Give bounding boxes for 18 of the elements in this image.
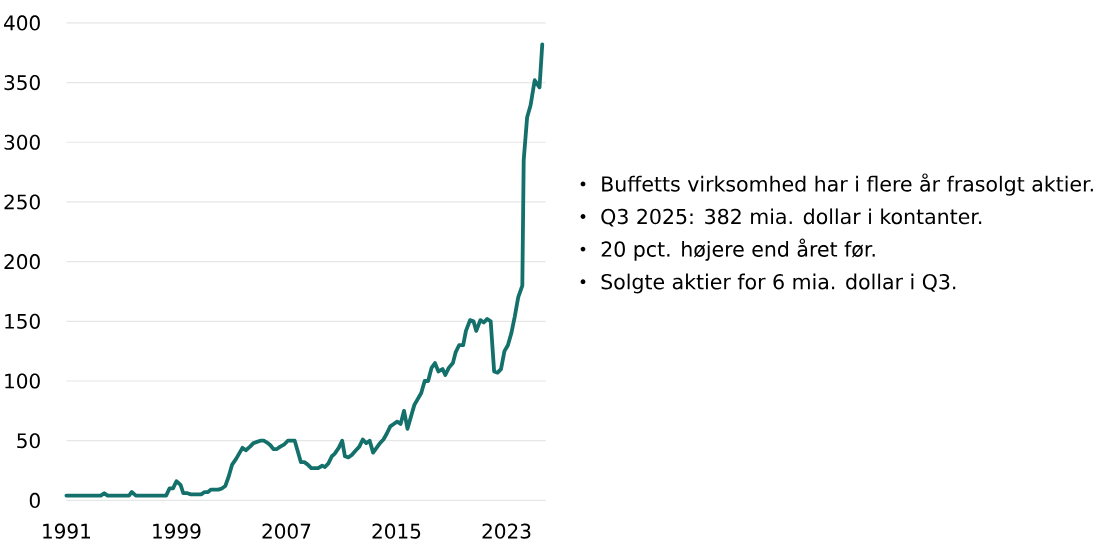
y-tick-label: 250: [4, 194, 40, 210]
y-tick-label: 200: [4, 254, 40, 270]
x-tick-label: 1999: [153, 523, 201, 539]
text: Buffetts virksomhed har i flere år frasolgt aktier.: [602, 173, 1093, 196]
y-tick-label: 300: [4, 134, 40, 150]
x-tick-label: 2023: [482, 523, 531, 539]
text: Solgte aktier for 6 mia. dollar i Q3.: [601, 273, 956, 294]
text: Q3 2025: 382 mia. dollar i kontanter.: [601, 208, 982, 227]
y-tick-label: 100: [5, 373, 40, 389]
x-tick-label: 2015: [372, 523, 421, 539]
x-tick-label: 1991: [43, 523, 90, 539]
y-tick-label: 150: [5, 313, 40, 329]
y-tick-label: 0: [29, 492, 40, 508]
text: 20 pct. højere end året før.: [601, 238, 875, 261]
y-tick-label: 400: [4, 15, 40, 31]
y-tick-label: 350: [4, 75, 40, 91]
y-tick-label: 50: [17, 433, 40, 449]
x-tick-label: 2007: [262, 523, 311, 539]
